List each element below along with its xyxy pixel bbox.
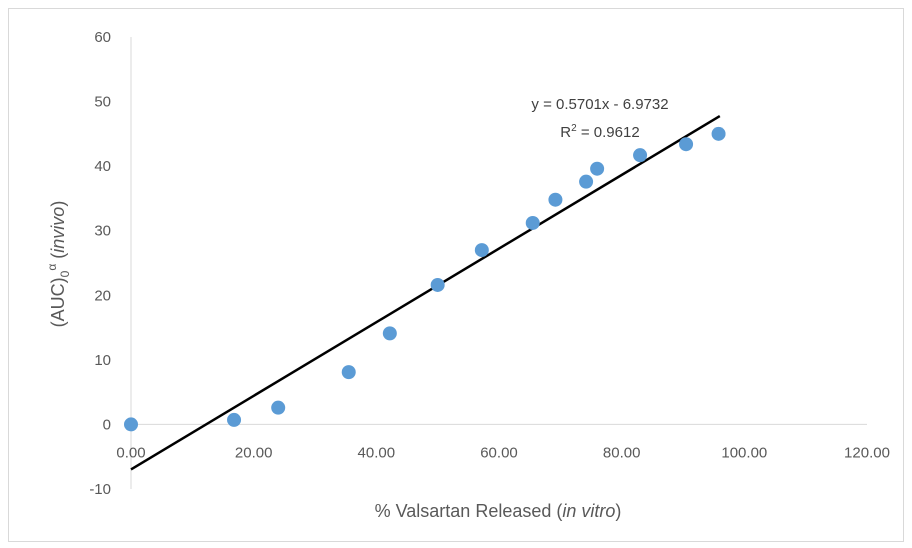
x-tick-label: 60.00 [480, 444, 518, 461]
trendline [130, 114, 721, 471]
y-tick-label: 40 [94, 158, 111, 175]
data-point [271, 400, 286, 415]
r-squared-value: = 0.9612 [577, 124, 640, 141]
x-axis-title-italic: in vitro [562, 501, 615, 521]
y-tick-label: -10 [89, 481, 111, 498]
data-point [548, 192, 563, 207]
y-axis-title-italic: invivo [48, 207, 68, 253]
data-point [382, 326, 397, 341]
data-point [124, 417, 138, 432]
x-tick-label: 100.00 [721, 444, 767, 461]
x-tick-labels: 0.00 20.00 40.00 60.00 80.00 100.00 120.00 [116, 444, 890, 461]
data-point [430, 277, 445, 292]
data-point [579, 174, 594, 189]
x-axis-title: % Valsartan Released (in vitro) [375, 501, 622, 521]
data-point [590, 161, 605, 176]
data-point [341, 365, 356, 380]
data-point [525, 215, 540, 230]
x-tick-label: 20.00 [235, 444, 273, 461]
y-tick-label: 60 [94, 29, 111, 46]
x-axis-title-main: % Valsartan Released ( [375, 501, 563, 521]
data-point [474, 243, 489, 258]
r-squared-superscript: 2 [571, 123, 577, 134]
data-point [633, 148, 648, 163]
axes [130, 37, 867, 489]
data-point [227, 412, 242, 427]
y-axis-title-subscript: 0 [58, 270, 72, 277]
x-tick-label: 120.00 [844, 444, 890, 461]
x-tick-label: 0.00 [116, 444, 145, 461]
x-tick-label: 40.00 [358, 444, 396, 461]
y-tick-labels: -10 0 10 20 30 40 50 60 [89, 29, 111, 498]
y-tick-label: 0 [103, 416, 111, 433]
data-point [711, 126, 726, 141]
x-axis-title-close: ) [615, 501, 621, 521]
y-tick-label: 10 [94, 352, 111, 369]
y-axis-title-superscript: α [45, 264, 59, 271]
x-tick-label: 80.00 [603, 444, 641, 461]
y-tick-label: 30 [94, 223, 111, 240]
data-point [679, 137, 694, 152]
data-points [124, 126, 726, 432]
trendline-group [130, 114, 721, 471]
y-axis-title: (AUC)0α (invivo) [45, 201, 72, 328]
y-axis-title-prefix: (AUC) [48, 277, 68, 327]
y-axis-title-close: ) [48, 201, 68, 207]
r-squared-label: R2 = 0.9612 [560, 123, 639, 141]
y-axis-title-space: ( [48, 253, 68, 264]
y-tick-label: 20 [94, 287, 111, 304]
y-tick-label: 50 [94, 94, 111, 111]
r-squared-prefix: R [560, 124, 571, 141]
trendline-equation: y = 0.5701x - 6.9732 [531, 96, 668, 113]
